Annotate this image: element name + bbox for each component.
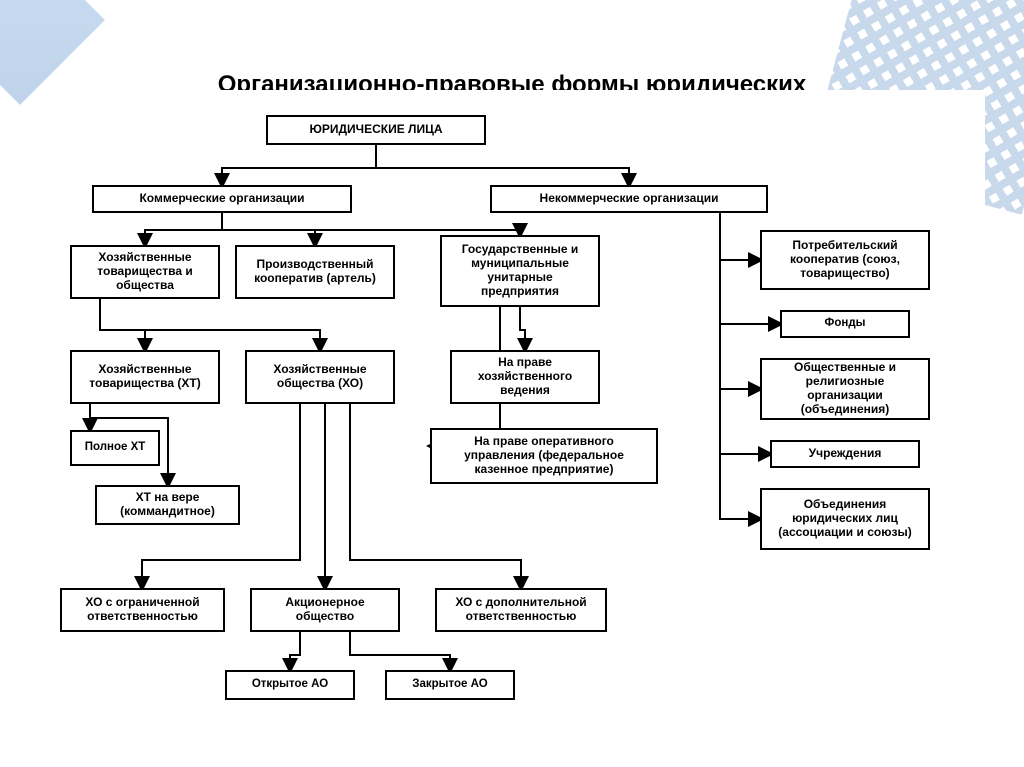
edge-hto-ht [100,299,145,350]
node-oper: На праве оперативного управления (федера… [430,428,658,484]
edge-com-prod [222,213,315,245]
node-oao: Открытое АО [225,670,355,700]
node-ooo: ХО с ограниченной ответственностью [60,588,225,632]
node-fund: Фонды [780,310,910,338]
node-phv: На праве хозяйственного ведения [450,350,600,404]
node-full: Полное ХТ [70,430,160,466]
edge-ncom-coop [720,213,760,260]
node-odo: ХО с дополнительной ответственностью [435,588,607,632]
edge-ncom-relig [720,213,760,389]
node-ht: Хозяйственные товарищества (ХТ) [70,350,220,404]
node-coop: Потребительский кооператив (союз, товари… [760,230,930,290]
node-uchr: Учреждения [770,440,920,468]
edge-ncom-assoc [720,213,760,519]
edge-com-gmu [222,213,520,235]
node-ho: Хозяйственные общества (ХО) [245,350,395,404]
node-prod: Производственный кооператив (артель) [235,245,395,299]
node-zao: Закрытое АО [385,670,515,700]
node-hto: Хозяйственные товарищества и общества [70,245,220,299]
node-assoc: Объединения юридических лиц (ассоциации … [760,488,930,550]
edge-ao-zao [350,632,450,670]
node-kommand: ХТ на вере (коммандитное) [95,485,240,525]
edge-gmu-phv [520,307,525,350]
edge-com-hto [145,213,222,245]
node-relig: Общественные и религиозные организации (… [760,358,930,420]
edge-root-ncom [376,145,629,185]
node-root: ЮРИДИЧЕСКИЕ ЛИЦА [266,115,486,145]
diagram-canvas: ЮРИДИЧЕСКИЕ ЛИЦА Коммерческие организации… [40,90,985,750]
node-ao: Акционерное общество [250,588,400,632]
edge-hto-ho [100,299,320,350]
edge-root-com [222,145,376,185]
node-ncom: Некоммерческие организации [490,185,768,213]
edge-ao-oao [290,632,300,670]
node-com: Коммерческие организации [92,185,352,213]
node-gmu: Государственные и муниципальные унитарны… [440,235,600,307]
